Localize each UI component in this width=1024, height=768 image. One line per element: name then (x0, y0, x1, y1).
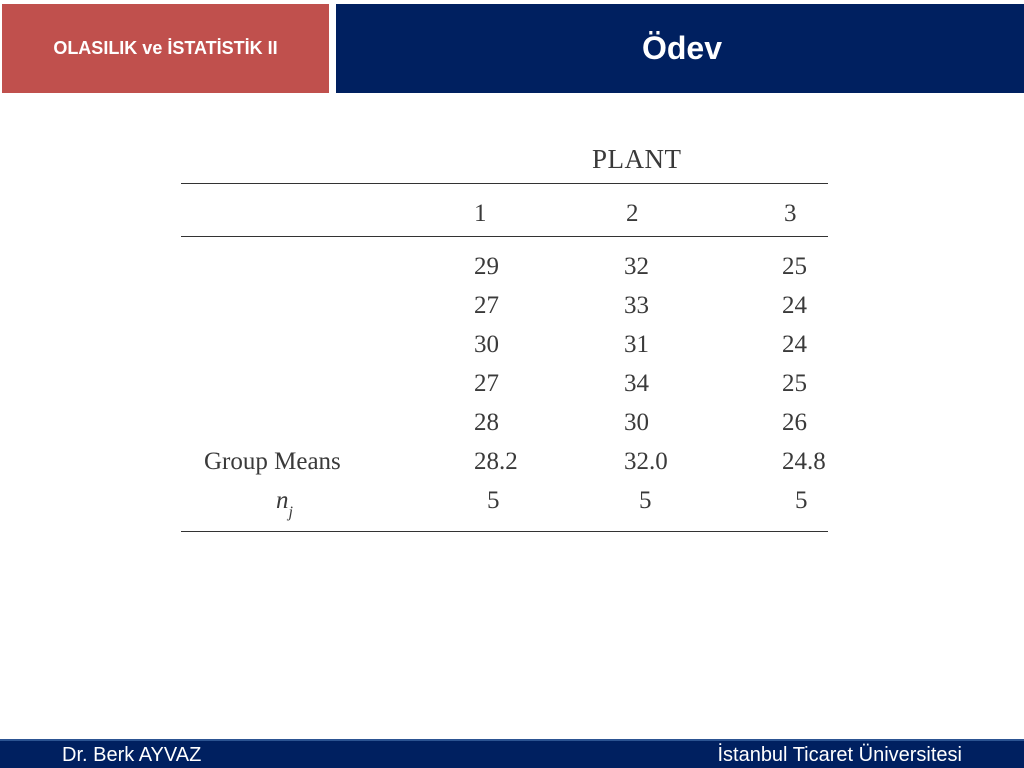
table-cell: 30 (474, 331, 499, 358)
table-group-title: PLANT (592, 144, 682, 174)
table-cell: 26 (782, 409, 807, 436)
group-mean-2: 32.0 (624, 448, 668, 475)
table-cell: 24 (782, 331, 807, 358)
footer-author: Dr. Berk AYVAZ (62, 744, 202, 766)
n-value-1: 5 (487, 487, 500, 514)
footer-bar: Dr. Berk AYVAZ İstanbul Ticaret Üniversi… (0, 739, 1024, 768)
table-cell: 27 (474, 370, 499, 397)
n-label: nj (276, 487, 293, 521)
table-cell: 25 (782, 253, 807, 280)
course-title: OLASILIK ve İSTATİSTİK II (53, 38, 278, 58)
column-header-3: 3 (784, 200, 797, 227)
n-label-subscript: j (288, 504, 293, 521)
table-cell: 25 (782, 370, 807, 397)
table-cell: 31 (624, 331, 649, 358)
table-rule-bottom (181, 531, 828, 532)
course-title-banner: OLASILIK ve İSTATİSTİK II (2, 4, 332, 93)
table-rule-top (181, 183, 828, 184)
table-cell: 27 (474, 292, 499, 319)
table-cell: 34 (624, 370, 649, 397)
table-cell: 32 (624, 253, 649, 280)
table-rule-header (181, 236, 828, 237)
footer-institution: İstanbul Ticaret Üniversitesi (717, 744, 962, 766)
n-value-3: 5 (795, 487, 808, 514)
table-cell: 29 (474, 253, 499, 280)
table-cell: 33 (624, 292, 649, 319)
slide-title: Ödev (641, 30, 723, 66)
column-header-1: 1 (474, 200, 487, 227)
table-cell: 24 (782, 292, 807, 319)
table-cell: 28 (474, 409, 499, 436)
table-cell: 30 (624, 409, 649, 436)
n-label-base: n (276, 487, 289, 514)
n-value-2: 5 (639, 487, 652, 514)
group-means-label: Group Means (204, 448, 341, 475)
group-mean-1: 28.2 (474, 448, 518, 475)
group-mean-3: 24.8 (782, 448, 826, 475)
column-header-2: 2 (626, 200, 639, 227)
slide-title-banner: Ödev (336, 4, 1024, 93)
